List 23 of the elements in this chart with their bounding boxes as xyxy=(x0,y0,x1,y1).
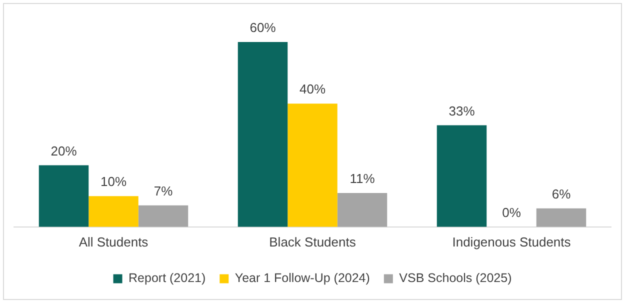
bar xyxy=(288,104,338,227)
x-tick-label: Black Students xyxy=(269,234,356,250)
legend-label: Report (2021) xyxy=(128,271,206,286)
bar xyxy=(436,125,487,227)
bar xyxy=(138,205,188,227)
x-tick-label: Indigenous Students xyxy=(452,234,572,250)
bar xyxy=(38,165,89,227)
bar xyxy=(238,42,288,227)
data-label: 6% xyxy=(552,186,572,202)
legend-label: Year 1 Follow-Up (2024) xyxy=(234,271,370,286)
bar xyxy=(337,193,388,227)
data-label: 60% xyxy=(250,20,276,36)
legend-label: VSB Schools (2025) xyxy=(399,271,512,286)
data-label: 0% xyxy=(502,204,522,220)
data-label: 11% xyxy=(350,171,376,186)
data-label: 33% xyxy=(448,103,476,118)
data-label: 40% xyxy=(299,82,326,97)
data-label: 10% xyxy=(100,174,127,190)
data-label: 7% xyxy=(154,183,174,198)
data-label: 20% xyxy=(50,143,78,158)
x-tick-label: All Students xyxy=(78,234,149,250)
bar xyxy=(88,196,138,227)
bar xyxy=(536,208,586,227)
